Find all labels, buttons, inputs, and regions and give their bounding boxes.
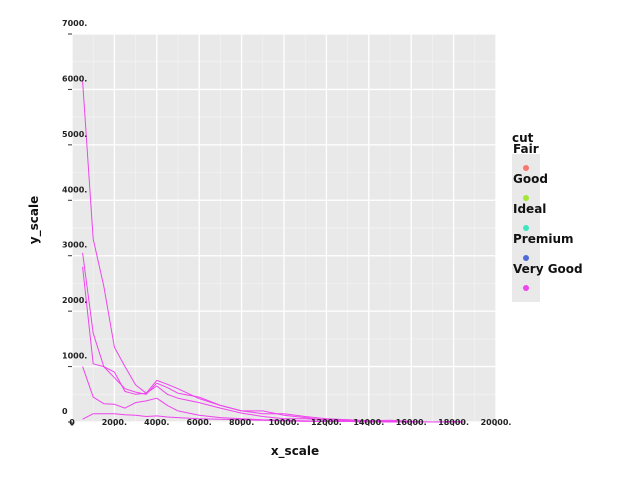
- x-tick-label: 10000.: [269, 418, 300, 427]
- y-axis-title: y_scale: [27, 196, 42, 244]
- legend-marker-fair: [523, 165, 529, 171]
- y-tick-label: 6000.: [62, 74, 87, 83]
- y-tick-label: 4000.: [62, 185, 87, 194]
- legend-label: Very Good: [513, 262, 583, 276]
- legend-label: Good: [513, 172, 548, 186]
- x-axis-title: x_scale: [271, 444, 319, 459]
- y-tick-label: 1000.: [62, 352, 87, 361]
- y-tick-label: 3000.: [62, 241, 87, 250]
- x-tick-label: 16000.: [396, 418, 427, 427]
- legend: cut Fair Good Ideal Premium Very Good: [512, 131, 583, 302]
- legend-title: cut: [512, 131, 534, 145]
- legend-label: Ideal: [513, 202, 546, 216]
- y-tick-label: 2000.: [62, 296, 87, 305]
- x-tick-label: 20000.: [481, 418, 512, 427]
- series-line-premium: [82, 252, 465, 423]
- legend-marker-very-good: [523, 285, 529, 291]
- y-tick-label: 5000.: [62, 130, 87, 139]
- axes: 0 2000. 4000. 6000. 8000. 10000. 12000. 14000. 1…: [62, 19, 511, 427]
- x-tick-label: 2000.: [102, 418, 127, 427]
- x-tick-label: 0: [69, 418, 75, 427]
- series-lines: [82, 81, 465, 423]
- legend-label: Fair: [513, 142, 539, 156]
- x-tick-label: 18000.: [438, 418, 469, 427]
- legend-marker-premium: [523, 255, 529, 261]
- series-line-fair: [82, 413, 465, 423]
- x-tick-label: 14000.: [353, 418, 384, 427]
- x-tick-label: 6000.: [187, 418, 212, 427]
- y-tick-label: 0: [62, 407, 68, 416]
- x-tick-label: 8000.: [229, 418, 254, 427]
- x-tick-label: 4000.: [144, 418, 169, 427]
- legend-marker-ideal: [523, 225, 529, 231]
- legend-entries: Fair Good Ideal Premium Very Good: [513, 142, 583, 291]
- legend-marker-good: [523, 195, 529, 201]
- y-tick-label: 7000.: [62, 19, 87, 28]
- legend-label: Premium: [513, 232, 574, 246]
- x-tick-label: 12000.: [311, 418, 342, 427]
- grid: [71, 33, 497, 423]
